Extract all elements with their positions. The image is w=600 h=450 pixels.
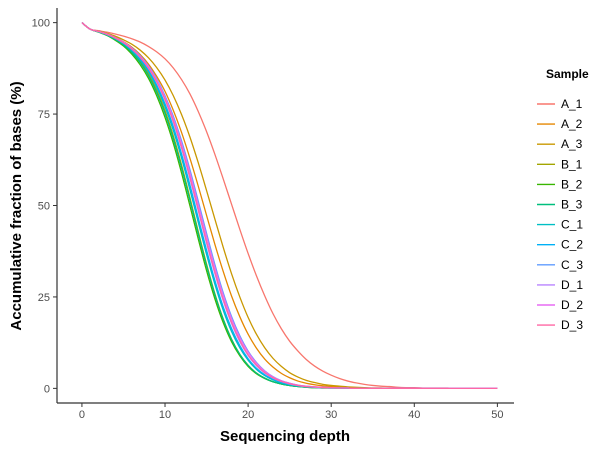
x-tick-label: 20 bbox=[242, 409, 254, 421]
series-line-B_2 bbox=[81, 22, 498, 390]
series-line-B_3 bbox=[81, 22, 498, 390]
y-tick-label: 50 bbox=[38, 201, 50, 213]
legend-label: A_3 bbox=[561, 137, 583, 151]
legend-item-A_3: A_3 bbox=[537, 137, 583, 151]
series-line-D_2 bbox=[81, 22, 498, 390]
x-axis-title: Sequencing depth bbox=[220, 428, 350, 445]
legend-label: B_1 bbox=[561, 157, 583, 171]
legend-item-A_2: A_2 bbox=[537, 117, 583, 131]
legend-label: C_3 bbox=[561, 258, 583, 272]
series-line-D_1 bbox=[81, 22, 498, 390]
x-tick-label: 10 bbox=[159, 409, 171, 421]
legend-item-D_1: D_1 bbox=[537, 278, 583, 292]
legend-item-B_1: B_1 bbox=[537, 157, 583, 171]
series-line-A_3 bbox=[81, 22, 498, 390]
legend-item-C_2: C_2 bbox=[537, 238, 583, 252]
legend-label: B_3 bbox=[561, 198, 583, 212]
legend-label: C_2 bbox=[561, 238, 583, 252]
y-tick-label: 100 bbox=[32, 18, 50, 30]
legend-label: A_1 bbox=[561, 97, 583, 111]
series-line-A_2 bbox=[81, 22, 498, 390]
legend-title: Sample bbox=[546, 67, 589, 81]
x-tick-label: 0 bbox=[79, 409, 85, 421]
series-line-C_1 bbox=[81, 22, 498, 390]
y-axis-ticks: 0 25 50 75 100 bbox=[32, 18, 57, 395]
x-tick-label: 40 bbox=[408, 409, 420, 421]
legend-label: D_2 bbox=[561, 298, 583, 312]
legend-item-B_2: B_2 bbox=[537, 177, 583, 191]
plot-area bbox=[81, 22, 498, 390]
y-tick-label: 0 bbox=[44, 383, 50, 395]
legend: Sample A_1 A_2 A_3 B_1 B_2 B_3 C_1 C_2 C_3 D_1 D_2… bbox=[537, 67, 589, 332]
legend-item-D_2: D_2 bbox=[537, 298, 583, 312]
x-tick-label: 30 bbox=[325, 409, 337, 421]
legend-item-A_1: A_1 bbox=[537, 97, 583, 111]
legend-label: D_3 bbox=[561, 318, 583, 332]
legend-label: B_2 bbox=[561, 177, 583, 191]
series-line-C_3 bbox=[81, 22, 498, 390]
series-line-D_3 bbox=[81, 22, 498, 390]
legend-label: D_1 bbox=[561, 278, 583, 292]
legend-item-B_3: B_3 bbox=[537, 198, 583, 212]
series-line-C_2 bbox=[81, 22, 498, 390]
y-tick-label: 75 bbox=[38, 109, 50, 121]
y-tick-label: 25 bbox=[38, 292, 50, 304]
legend-item-D_3: D_3 bbox=[537, 318, 583, 332]
legend-label: A_2 bbox=[561, 117, 583, 131]
series-line-B_1 bbox=[81, 22, 498, 390]
y-axis-title: Accumulative fraction of bases (%) bbox=[8, 81, 25, 330]
legend-item-C_3: C_3 bbox=[537, 258, 583, 272]
legend-label: C_1 bbox=[561, 218, 583, 232]
x-tick-label: 50 bbox=[491, 409, 503, 421]
legend-item-C_1: C_1 bbox=[537, 218, 583, 232]
x-axis-ticks: 0 10 20 30 40 50 bbox=[79, 403, 504, 421]
series-line-A_1 bbox=[81, 22, 498, 390]
